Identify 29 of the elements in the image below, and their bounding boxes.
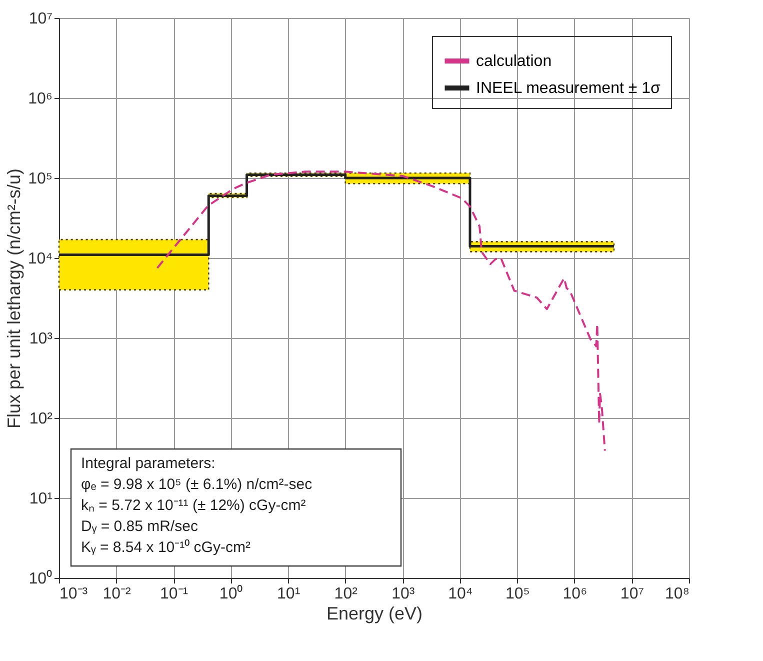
annotation: φₑ = 9.98 x 10⁵ (± 6.1%) n/cm²-sec [81,476,313,493]
x-tick-label: 10⁰ [219,584,244,602]
annotation: Dᵧ = 0.85 mR/sec [81,518,198,535]
x-axis-title: Energy (eV) [326,604,423,624]
x-tick-label: 10⁻² [102,586,132,602]
y-axis-title: Flux per unit lethargy (n/cm²-s/u) [4,168,24,429]
y-tick-label: 10⁷ [28,10,53,28]
y-tick-label: 10⁵ [28,170,52,188]
x-tick-label: 10⁵ [505,586,530,602]
annotation: Kᵧ = 8.54 x 10⁻¹⁰ cGy-cm² [81,539,250,556]
y-tick-label: 10² [29,410,54,428]
y-tick-label: 10⁰ [28,570,52,588]
x-tick-label: 10² [334,586,358,602]
x-tick-label: 10⁶ [562,586,588,602]
legend-label: calculation [476,53,552,70]
x-tick-label: 10⁻³ [60,586,88,602]
y-tick-label: 10⁶ [28,90,52,108]
y-tick-label: 10¹ [29,490,52,508]
x-tick-label: 10⁷ [620,586,644,602]
y-tick-label: 10⁴ [28,250,53,268]
annotation: Integral parameters: [81,455,216,472]
x-tick-label: 10⁸ [664,586,690,602]
x-tick-label: 10¹ [277,586,300,602]
x-tick-label: 10⁴ [448,586,473,602]
annotation: kₙ = 5.72 x 10⁻¹¹ (± 12%) cGy-cm² [81,497,306,514]
y-tick-label: 10³ [29,330,54,348]
x-tick-label: 10⁻¹ [160,586,188,602]
legend-label: INEEL measurement ± 1σ [476,80,660,97]
x-tick-label: 10³ [392,586,416,602]
